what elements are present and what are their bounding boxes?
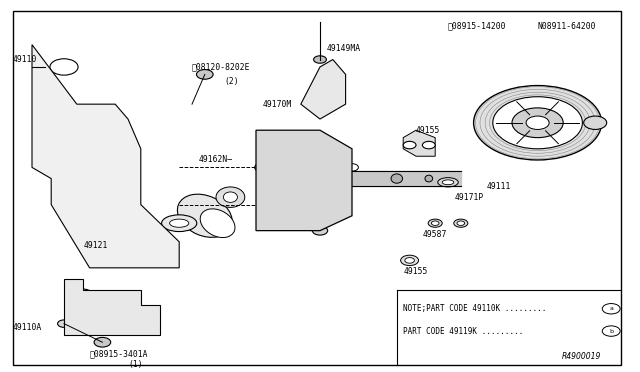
Polygon shape [256,130,352,231]
Polygon shape [32,45,179,268]
Text: 49111: 49111 [486,182,511,190]
Ellipse shape [454,219,468,227]
Circle shape [403,141,416,149]
Circle shape [50,59,78,75]
Ellipse shape [276,174,287,183]
Ellipse shape [271,170,293,187]
Text: 49171P: 49171P [454,193,484,202]
Text: a: a [609,306,613,311]
Text: 49110A: 49110A [13,323,42,332]
Text: b: b [609,328,613,334]
Text: 49110: 49110 [13,55,37,64]
Circle shape [526,116,549,129]
Circle shape [512,108,563,138]
Circle shape [285,162,303,173]
Circle shape [298,143,317,154]
Text: 08915-3401A: 08915-3401A [90,349,148,358]
Polygon shape [301,60,346,119]
Circle shape [314,56,326,63]
Polygon shape [64,279,160,335]
Text: N08911-64200: N08911-64200 [538,22,596,31]
Circle shape [312,137,328,146]
Ellipse shape [346,164,358,171]
Ellipse shape [442,180,454,185]
Ellipse shape [425,175,433,182]
Circle shape [52,135,76,148]
Text: (1): (1) [128,360,143,369]
Circle shape [422,141,435,149]
Polygon shape [403,130,435,156]
Text: 49587: 49587 [422,230,447,239]
Ellipse shape [401,255,419,266]
Ellipse shape [200,209,235,238]
Text: 49155: 49155 [403,267,428,276]
Text: 49121: 49121 [83,241,108,250]
Ellipse shape [431,221,439,225]
Ellipse shape [428,219,442,227]
Text: 49149MA: 49149MA [326,44,360,53]
Circle shape [75,289,92,299]
Circle shape [196,70,213,79]
Text: (2): (2) [224,77,239,86]
Circle shape [58,320,70,327]
Circle shape [584,116,607,129]
Text: 08120-8202E: 08120-8202E [192,62,250,71]
Circle shape [97,231,120,245]
Circle shape [312,226,328,235]
Text: 49170M: 49170M [262,100,292,109]
Text: 49162N—: 49162N— [198,155,232,164]
Text: 49155: 49155 [416,126,440,135]
Circle shape [298,203,317,214]
Circle shape [602,326,620,336]
Ellipse shape [170,219,189,227]
Circle shape [94,337,111,347]
Circle shape [255,163,270,172]
Circle shape [602,304,620,314]
Circle shape [132,315,149,325]
Text: PART CODE 49119K .........: PART CODE 49119K ......... [403,327,524,336]
Text: NOTE;PART CODE 49110K .........: NOTE;PART CODE 49110K ......... [403,304,547,313]
Circle shape [474,86,602,160]
Text: 08915-14200: 08915-14200 [448,22,506,31]
Ellipse shape [457,221,465,225]
Text: R4900019: R4900019 [562,352,602,361]
Ellipse shape [177,194,232,237]
Ellipse shape [216,187,244,208]
Ellipse shape [438,178,458,187]
Circle shape [493,97,582,149]
Ellipse shape [223,192,237,202]
Circle shape [266,169,298,188]
Ellipse shape [391,174,403,183]
Circle shape [75,315,92,325]
Ellipse shape [162,215,197,231]
Ellipse shape [404,257,415,263]
